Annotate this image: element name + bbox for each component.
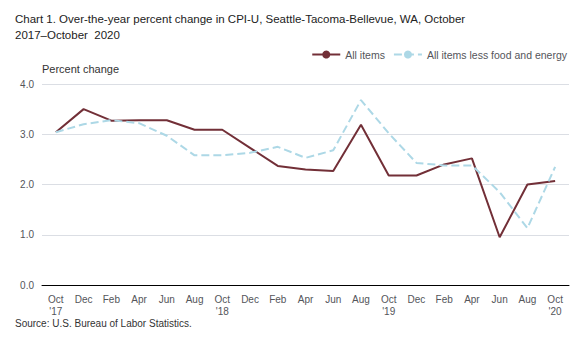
svg-text:'20: '20: [549, 306, 562, 317]
svg-text:Feb: Feb: [436, 294, 454, 305]
svg-text:0.0: 0.0: [20, 280, 34, 291]
svg-text:Source: U.S. Bureau of Labor S: Source: U.S. Bureau of Labor Statistics.: [15, 318, 192, 329]
svg-text:Oct: Oct: [215, 294, 231, 305]
svg-text:Feb: Feb: [103, 294, 121, 305]
svg-text:Dec: Dec: [241, 294, 259, 305]
svg-text:'17: '17: [49, 306, 62, 317]
svg-text:Dec: Dec: [75, 294, 93, 305]
svg-text:2.0: 2.0: [20, 179, 34, 190]
svg-text:Aug: Aug: [186, 294, 204, 305]
svg-text:Oct: Oct: [48, 294, 64, 305]
svg-text:Aug: Aug: [352, 294, 370, 305]
svg-text:Percent change: Percent change: [42, 63, 119, 75]
svg-text:Chart 1. Over-the-year percent: Chart 1. Over-the-year percent change in…: [15, 13, 465, 25]
svg-text:'18: '18: [216, 306, 229, 317]
svg-text:Apr: Apr: [298, 294, 314, 305]
svg-text:Jun: Jun: [492, 294, 508, 305]
svg-text:Aug: Aug: [518, 294, 536, 305]
svg-text:Apr: Apr: [131, 294, 147, 305]
svg-text:Oct: Oct: [547, 294, 563, 305]
svg-text:2017–October 2020: 2017–October 2020: [15, 29, 120, 41]
svg-text:Oct: Oct: [381, 294, 397, 305]
svg-text:1.0: 1.0: [20, 229, 34, 240]
svg-text:4.0: 4.0: [20, 79, 34, 90]
svg-text:Jun: Jun: [159, 294, 175, 305]
svg-text:All items less food and energy: All items less food and energy: [427, 49, 568, 61]
svg-text:3.0: 3.0: [20, 129, 34, 140]
svg-text:Feb: Feb: [269, 294, 287, 305]
svg-text:Jun: Jun: [325, 294, 341, 305]
svg-text:Dec: Dec: [408, 294, 426, 305]
svg-text:All items: All items: [345, 49, 385, 61]
svg-text:Apr: Apr: [464, 294, 480, 305]
svg-text:'19: '19: [382, 306, 395, 317]
